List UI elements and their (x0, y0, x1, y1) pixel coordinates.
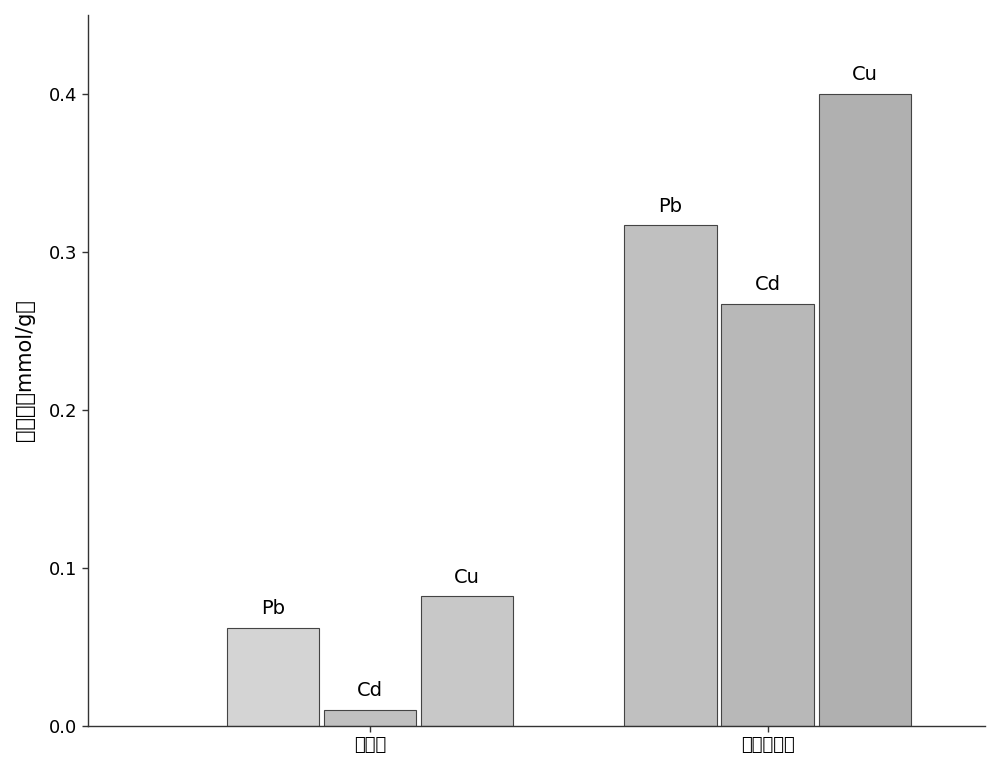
Bar (624, 225, 717, 726)
Bar (227, 628, 319, 726)
Text: Pb: Pb (261, 599, 285, 618)
Text: Cu: Cu (454, 568, 480, 587)
Bar (421, 596, 513, 726)
Text: Cd: Cd (357, 681, 383, 701)
Bar (721, 304, 814, 726)
Bar (324, 710, 416, 726)
Text: Cd: Cd (755, 275, 781, 295)
Text: Pb: Pb (659, 197, 683, 215)
Y-axis label: 吸附量（mmol/g）: 吸附量（mmol/g） (15, 299, 35, 441)
Bar (819, 94, 911, 726)
Text: Cu: Cu (852, 65, 878, 85)
